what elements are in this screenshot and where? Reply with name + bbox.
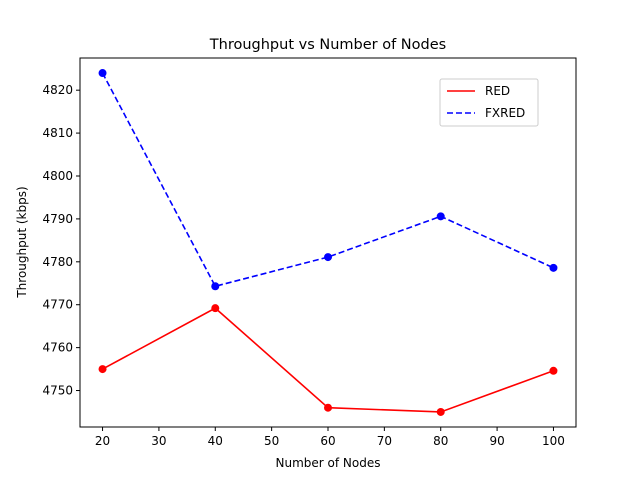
y-tick-label: 4790 (42, 212, 73, 226)
y-tick-label: 4780 (42, 255, 73, 269)
x-tick-label: 20 (95, 434, 110, 448)
y-tick-label: 4820 (42, 83, 73, 97)
legend: RED FXRED (439, 78, 539, 127)
data-point-fxred (98, 69, 107, 78)
legend-label-red: RED (485, 84, 510, 98)
x-axis: 20 30 40 50 60 70 80 90 100 (95, 427, 565, 448)
x-tick-label: 60 (320, 434, 335, 448)
data-point-red (549, 366, 558, 375)
chart-title: Throughput vs Number of Nodes (209, 37, 446, 53)
y-tick-label: 4750 (42, 384, 73, 398)
data-point-red (436, 407, 445, 416)
x-tick-label: 100 (542, 434, 565, 448)
x-tick-label: 70 (377, 434, 392, 448)
plot-area (98, 69, 558, 416)
data-point-fxred (436, 212, 445, 221)
legend-label-fxred: FXRED (485, 106, 525, 120)
y-axis-title: Throughput (kbps) (15, 186, 29, 298)
x-tick-label: 90 (489, 434, 504, 448)
data-point-fxred (324, 253, 332, 262)
y-tick-label: 4770 (42, 298, 73, 312)
data-point-red (324, 403, 332, 412)
data-point-red (211, 304, 220, 313)
y-axis: 4750 4760 4770 4780 4790 4800 4810 4820 (42, 83, 80, 398)
y-tick-label: 4760 (42, 341, 73, 355)
data-point-fxred (211, 282, 220, 291)
series-line-fxred (101, 72, 554, 288)
x-tick-label: 50 (264, 434, 279, 448)
x-tick-label: 80 (433, 434, 448, 448)
data-point-fxred (549, 263, 558, 272)
y-tick-label: 4800 (42, 169, 73, 183)
x-axis-title: Number of Nodes (276, 456, 381, 470)
y-tick-label: 4810 (42, 126, 73, 140)
x-tick-label: 30 (151, 434, 166, 448)
data-point-red (98, 365, 107, 374)
x-tick-label: 40 (208, 434, 223, 448)
